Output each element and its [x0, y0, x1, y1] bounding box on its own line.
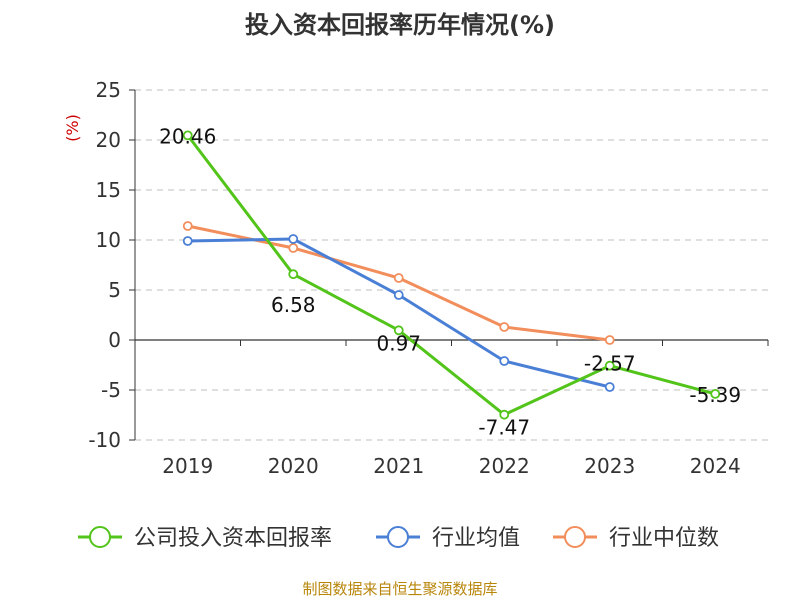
- data-label: 20.46: [159, 124, 216, 148]
- data-point: [393, 290, 404, 300]
- data-label: 0.97: [376, 331, 421, 355]
- data-point: [182, 221, 193, 231]
- legend-label: 行业均值: [432, 526, 520, 551]
- y-tick-label: 15: [96, 178, 121, 202]
- legend-marker: [387, 526, 409, 548]
- legend-label: 行业中位数: [609, 526, 719, 551]
- series-line: [187, 237, 611, 389]
- y-tick-label: -5: [101, 378, 121, 402]
- data-label: -7.47: [478, 416, 530, 440]
- y-axis-unit: (%): [63, 114, 82, 142]
- legend-item: 行业均值: [376, 526, 520, 551]
- series-group: [182, 130, 721, 420]
- y-tick-label: 20: [96, 128, 121, 152]
- legend-marker: [564, 526, 586, 548]
- y-tick-label: 10: [96, 228, 121, 252]
- data-point: [393, 273, 404, 283]
- legend-item: 行业中位数: [553, 526, 719, 551]
- legend: 公司投入资本回报率 行业均值 行业中位数: [78, 526, 719, 551]
- data-point: [182, 130, 193, 141]
- chart-title: 投入资本回报率历年情况(%): [245, 11, 555, 39]
- legend-label: 公司投入资本回报率: [134, 526, 332, 551]
- data-point: [499, 356, 510, 366]
- x-tick-label: 2022: [479, 454, 530, 478]
- series-line: [187, 224, 610, 342]
- data-label: -5.39: [689, 383, 741, 407]
- legend-marker: [89, 526, 111, 548]
- x-tick-label: 2019: [162, 454, 213, 478]
- data-point: [604, 335, 615, 345]
- data-point: [288, 243, 299, 253]
- data-point: [288, 234, 299, 244]
- y-tick-label: 0: [108, 328, 121, 352]
- x-tick-label: 2023: [584, 454, 635, 478]
- axes: -10 -5 0 5 10 15 20 25 2019 2020 2021 2022 2023 2024: [88, 78, 769, 478]
- data-point: [182, 236, 193, 246]
- x-tick-label: 2024: [690, 454, 741, 478]
- y-tick-label: -10: [88, 428, 121, 452]
- legend-item: 公司投入资本回报率: [78, 526, 332, 551]
- data-point: [710, 388, 721, 399]
- grid-lines: [135, 89, 768, 441]
- data-point: [499, 409, 510, 420]
- data-labels: 20.46 6.58 0.97 -7.47 -2.57 -5.39: [159, 124, 741, 439]
- series-line: [186, 134, 716, 417]
- data-point: [604, 382, 615, 392]
- source-note: 制图数据来自恒生聚源数据库: [302, 580, 497, 598]
- data-point: [393, 325, 404, 336]
- data-label: 6.58: [271, 293, 316, 317]
- data-point: [604, 360, 615, 371]
- x-tick-label: 2021: [373, 454, 424, 478]
- data-point: [499, 322, 510, 332]
- y-tick-label: 5: [108, 278, 121, 302]
- data-label: -2.57: [584, 352, 636, 376]
- x-tick-label: 2020: [268, 454, 319, 478]
- y-tick-label: 25: [96, 78, 121, 102]
- data-point: [288, 269, 299, 280]
